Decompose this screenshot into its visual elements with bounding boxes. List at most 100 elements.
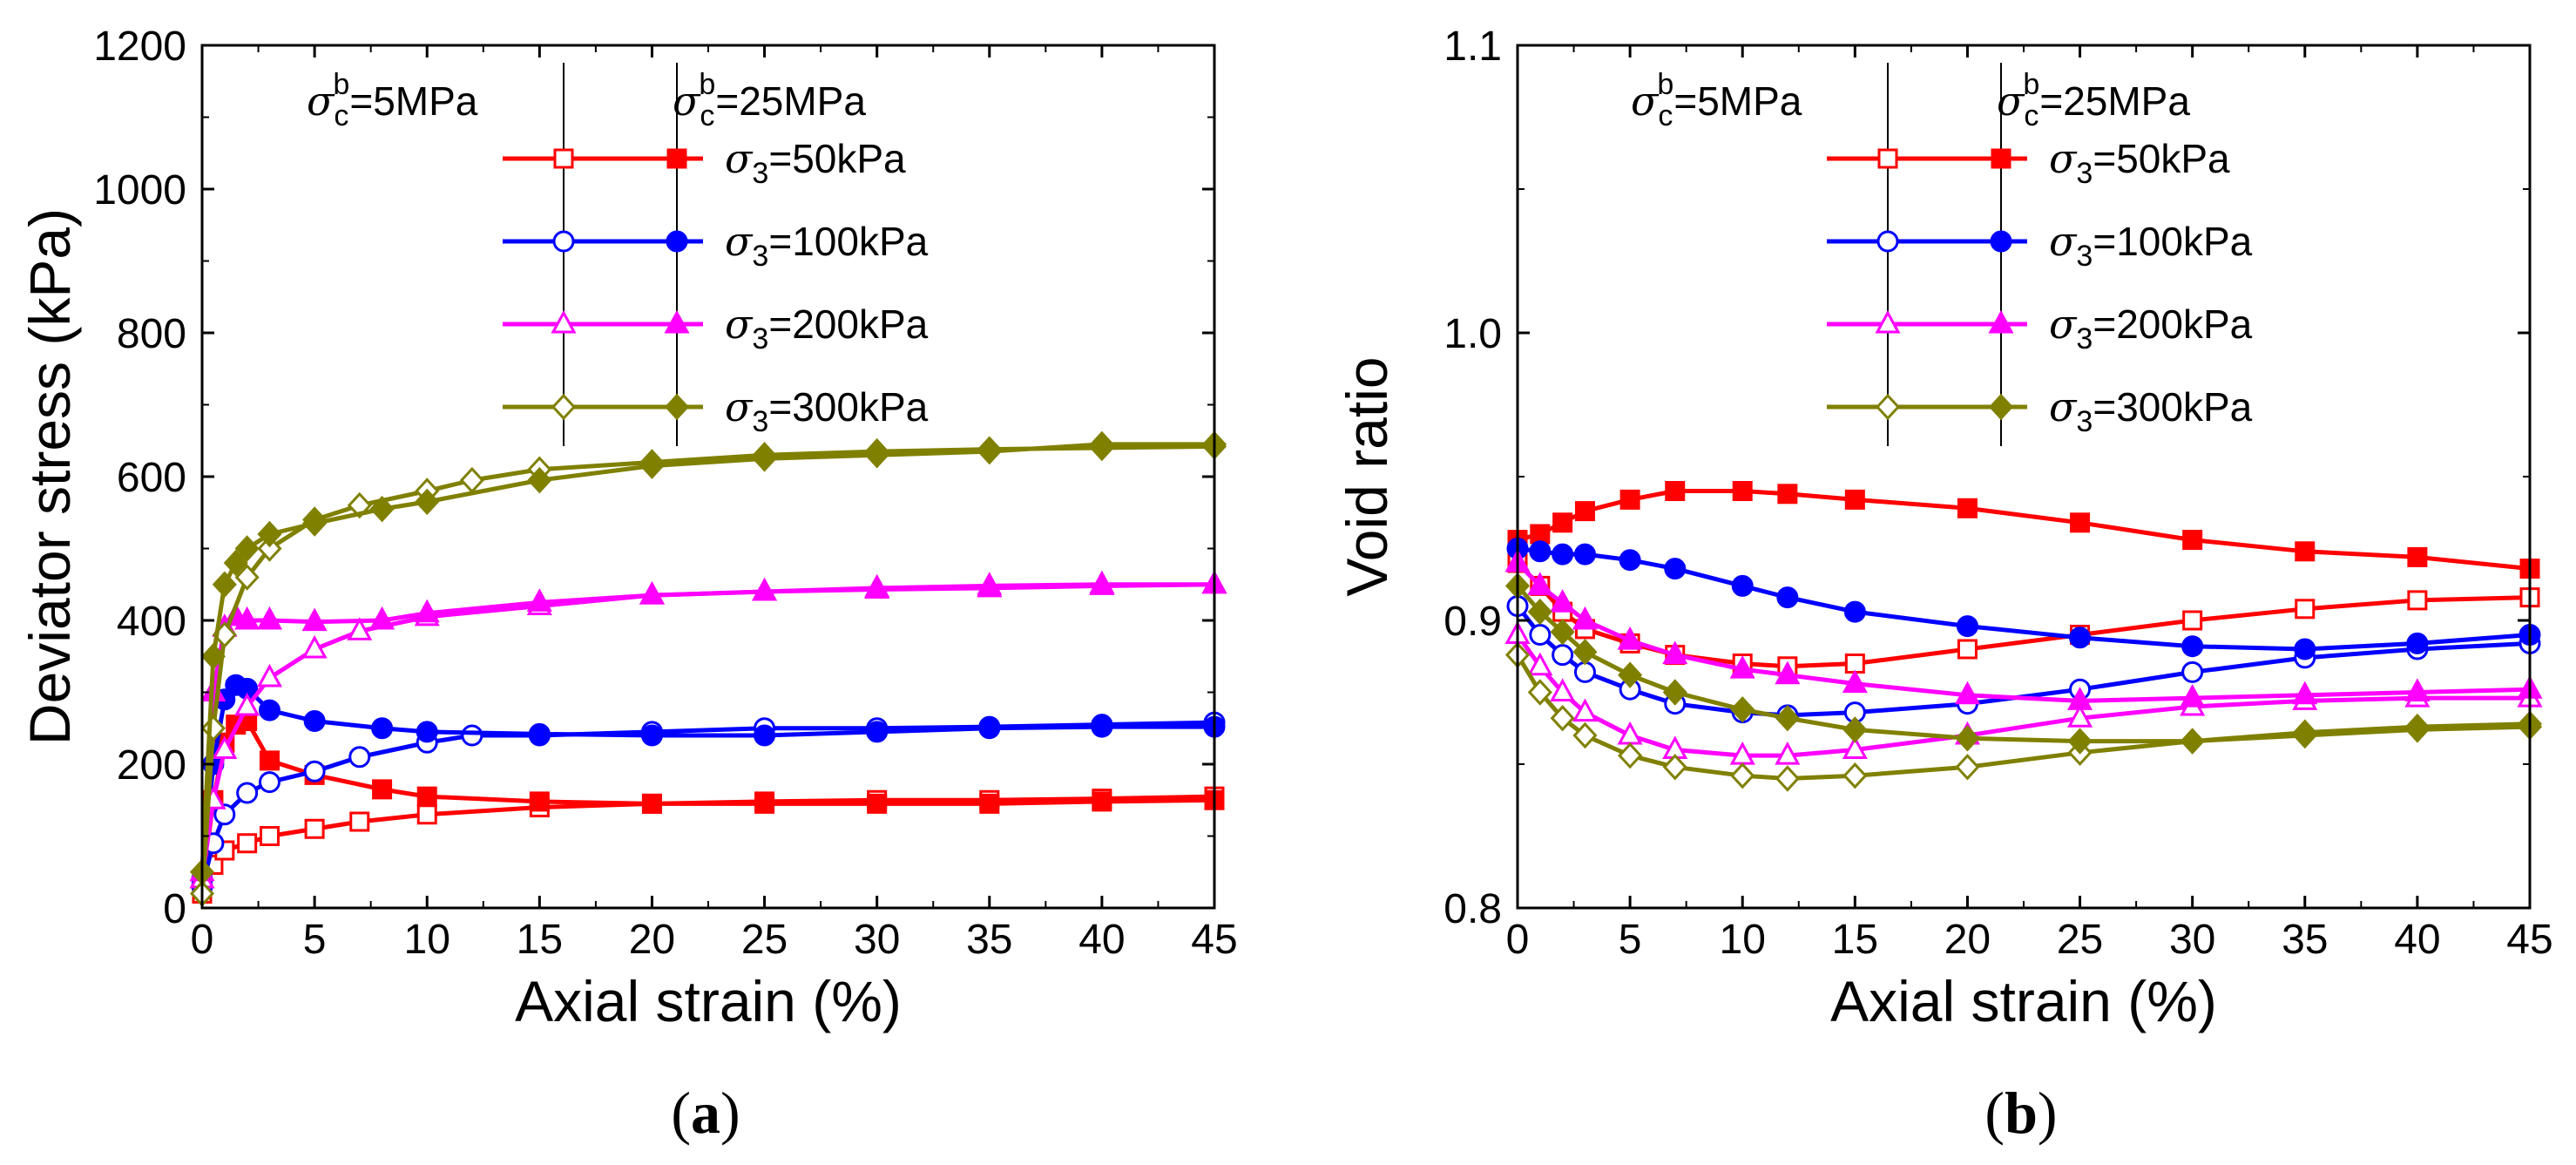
data-point — [2067, 687, 2093, 710]
legend-marker-filled — [1991, 148, 2011, 169]
data-point — [1527, 652, 1553, 676]
data-point — [1617, 626, 1643, 650]
chart-panel-a: 0 5 10 15 20 25 30 35 40 45 0 200 400 600 800 1000 1200 A… — [17, 24, 1238, 1146]
data-point — [2404, 716, 2430, 743]
x-tick-label: 25 — [741, 917, 788, 963]
legend-entry-label: σ3=300kPa — [2049, 383, 2253, 438]
data-point — [867, 793, 888, 814]
data-point — [2182, 530, 2203, 551]
data-point — [640, 724, 663, 747]
legend-marker-open — [1877, 148, 1898, 169]
data-point — [1842, 762, 1868, 789]
data-point — [1530, 524, 1551, 545]
data-point — [639, 580, 665, 605]
data-point — [1730, 696, 1755, 723]
data-point — [348, 746, 371, 769]
data-point — [302, 510, 328, 537]
y-tick-label: 0.8 — [1444, 886, 1502, 932]
data-point — [303, 710, 326, 732]
data-point — [234, 606, 260, 630]
legend-marker-open — [1876, 230, 1899, 253]
data-point — [1574, 501, 1595, 522]
data-point — [1552, 543, 1574, 566]
data-point — [2182, 610, 2203, 631]
data-point — [2181, 660, 2204, 683]
data-point — [372, 779, 393, 800]
series-line — [199, 442, 1214, 872]
data-point — [1529, 624, 1552, 646]
series-8 — [1504, 572, 2543, 755]
series-7 — [1504, 641, 2543, 792]
data-point — [259, 750, 280, 771]
legend-marker-open — [553, 148, 574, 169]
data-point — [2067, 704, 2093, 728]
legend-marker-open — [1875, 309, 1901, 334]
data-point — [2181, 635, 2204, 658]
series-line — [199, 719, 1215, 887]
data-point — [1618, 742, 1643, 769]
legend-marker-filled — [664, 309, 690, 334]
series-line — [1517, 489, 2531, 572]
data-point — [223, 549, 248, 577]
data-point — [1572, 639, 1598, 666]
data-point — [258, 699, 281, 721]
data-point — [212, 735, 238, 759]
legend-entry-label: σ3=100kPa — [725, 218, 929, 273]
y-tick-label: 1.0 — [1444, 311, 1502, 357]
data-point — [259, 826, 280, 846]
data-point — [1092, 791, 1112, 812]
data-point — [1527, 598, 1552, 626]
data-point — [347, 617, 373, 640]
x-tick-label: 15 — [517, 917, 563, 963]
data-point — [234, 535, 260, 562]
data-point — [257, 535, 282, 562]
data-point — [1550, 678, 1576, 701]
data-point — [416, 804, 437, 825]
data-point — [1527, 679, 1552, 706]
legend-header-25mpa: σcb=25MPa — [1997, 68, 2190, 132]
data-point — [2295, 599, 2316, 620]
legend-header-5mpa: σcb=5MPa — [307, 68, 478, 132]
data-point — [371, 717, 394, 740]
data-point — [2180, 728, 2205, 755]
data-point — [1572, 721, 1598, 749]
x-tick-label: 40 — [1078, 917, 1125, 963]
data-point — [977, 437, 1002, 465]
data-point — [1956, 615, 1978, 638]
data-point — [1664, 558, 1687, 580]
data-point — [639, 452, 665, 479]
data-point — [1618, 661, 1643, 688]
data-point — [1662, 754, 1687, 781]
series-4 — [1506, 538, 2541, 660]
data-point — [234, 564, 260, 591]
chart-panel-b: 0 5 10 15 20 25 30 35 40 45 0.8 0.9 1.0 1.1 Axial stra… — [1335, 24, 2553, 1146]
data-point — [864, 575, 890, 599]
data-point — [212, 571, 237, 598]
data-point — [2407, 546, 2428, 567]
data-point — [369, 495, 395, 523]
x-tick-label: 35 — [2282, 917, 2328, 963]
data-point — [1775, 741, 1801, 765]
data-point — [2294, 638, 2316, 660]
x-tick-label: 20 — [1944, 917, 1991, 963]
data-point — [1662, 679, 1687, 706]
x-axis-label: Axial strain (%) — [1830, 969, 2217, 1033]
x-tick-label: 10 — [404, 917, 450, 963]
x-tick-label: 20 — [629, 917, 675, 963]
data-point — [1552, 644, 1574, 667]
x-tick-label: 25 — [2057, 917, 2103, 963]
data-point — [978, 717, 1001, 740]
data-point — [526, 588, 552, 612]
data-point — [529, 791, 550, 812]
series-2 — [192, 711, 1225, 897]
legend-entry-label: σ3=50kPa — [2049, 135, 2230, 190]
data-point — [256, 663, 282, 687]
data-point — [754, 724, 776, 747]
data-point — [528, 722, 551, 745]
data-point — [1527, 572, 1553, 595]
plot-frame — [1516, 44, 2532, 910]
y-tick-label: 0 — [163, 886, 186, 932]
data-point — [1955, 754, 1980, 781]
data-point — [236, 782, 259, 804]
